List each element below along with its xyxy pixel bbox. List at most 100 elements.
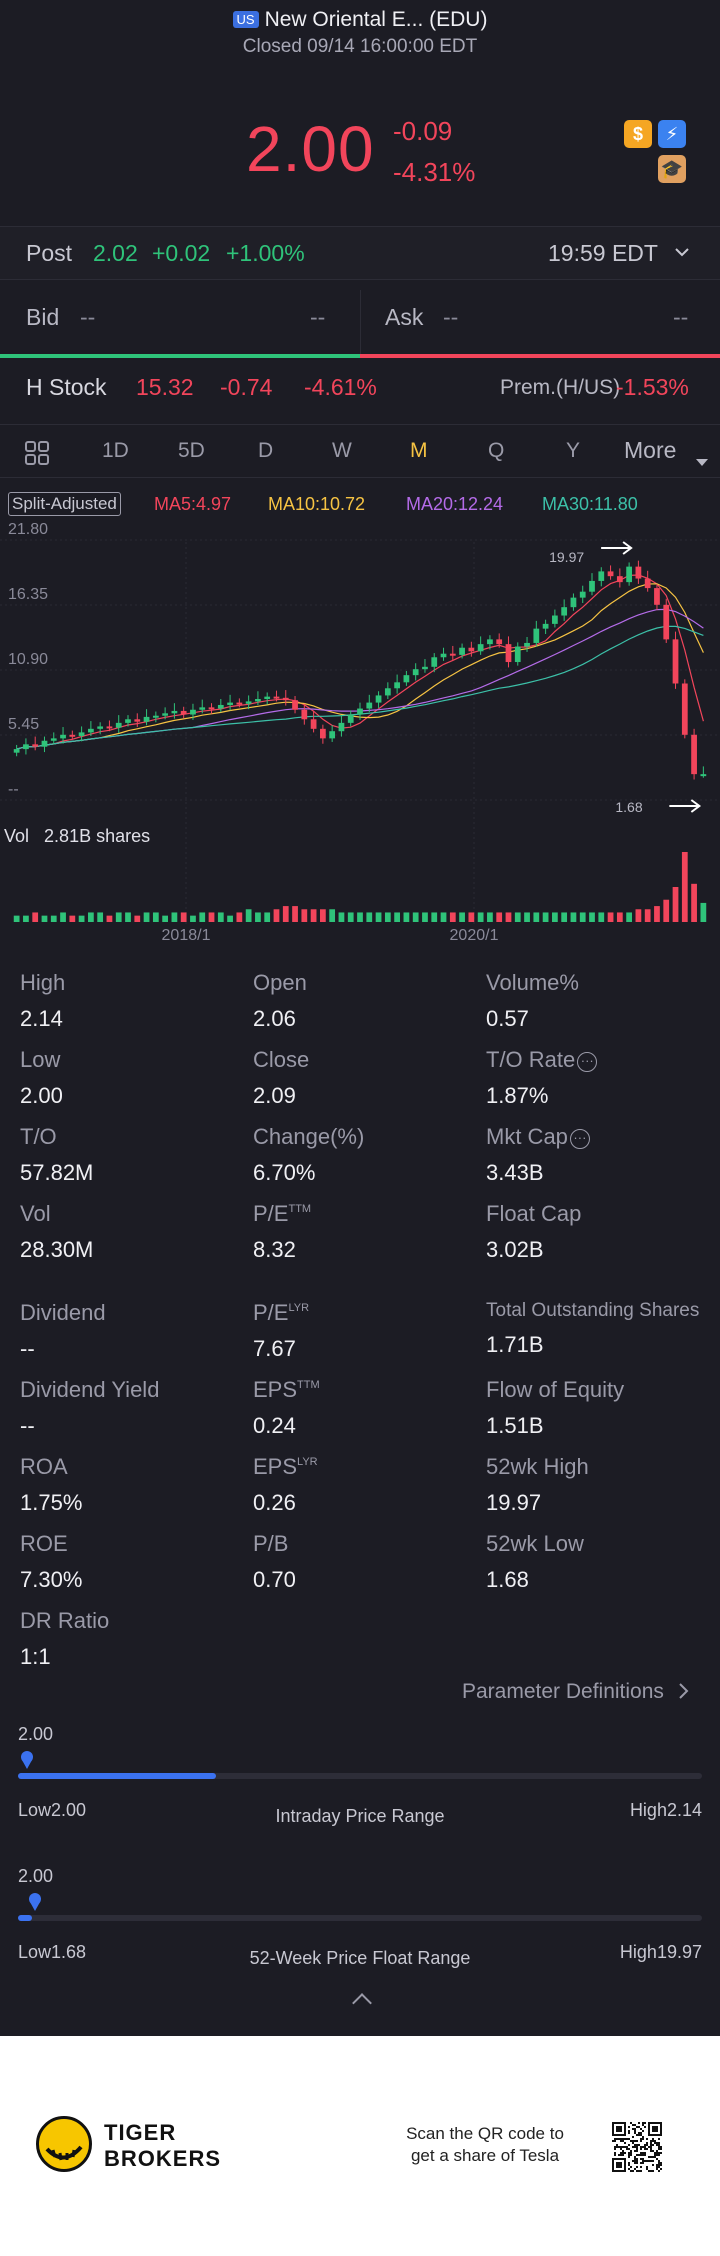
- stat-value: 7.30%: [20, 1567, 83, 1592]
- candle-body: [607, 571, 614, 577]
- volume-bar: [171, 912, 178, 922]
- candle-body: [180, 710, 187, 715]
- candle-body: [357, 708, 363, 715]
- tab-q[interactable]: Q: [488, 439, 505, 462]
- volume-bar: [227, 915, 233, 922]
- tab-more[interactable]: More: [624, 437, 677, 463]
- stat-item: Change(%) 6.70%: [253, 1124, 483, 1186]
- stat-label-text: High: [20, 970, 66, 995]
- stat-item: EPSLYR 0.26: [253, 1454, 483, 1516]
- y-tick-label: 5.45: [8, 716, 39, 733]
- split-adjusted-button[interactable]: Split-Adjusted: [8, 492, 121, 516]
- candle-body: [60, 734, 66, 739]
- stat-item: Float Cap 3.02B: [486, 1201, 716, 1263]
- grid-layout-icon[interactable]: [24, 440, 50, 472]
- chevron-down-icon[interactable]: [672, 241, 692, 268]
- tab-1d[interactable]: 1D: [102, 439, 129, 462]
- volume-bar: [143, 912, 150, 922]
- volume-bar: [514, 912, 521, 922]
- candle-body: [264, 696, 271, 700]
- stat-label: ROE: [20, 1531, 250, 1557]
- candle-body: [561, 607, 568, 616]
- stat-value: 8.32: [253, 1237, 296, 1262]
- h-stock-price: 15.32: [136, 374, 194, 400]
- candle-body: [162, 713, 168, 716]
- volume-bar: [422, 912, 428, 922]
- stat-item: P/ELYR 7.67: [253, 1300, 483, 1362]
- volume-value: 2.81B shares: [44, 826, 151, 846]
- stat-label: 52wk Low: [486, 1531, 716, 1557]
- stat-value: 0.57: [486, 1006, 529, 1031]
- volume-bar: [403, 912, 410, 922]
- lightning-icon[interactable]: ⚡: [658, 120, 686, 148]
- volume-bar: [106, 915, 113, 922]
- intraday-current-value: 2.00: [18, 1724, 54, 1744]
- post-price: 2.02: [93, 240, 138, 266]
- stat-label: Close: [253, 1047, 483, 1073]
- volume-bar: [301, 909, 308, 922]
- volume-bar: [320, 909, 326, 922]
- stat-label-text: Volume%: [486, 970, 579, 995]
- tab-m[interactable]: M: [410, 439, 428, 462]
- tab-y[interactable]: Y: [566, 439, 581, 462]
- stat-label-text: 52wk Low: [486, 1531, 584, 1556]
- info-icon[interactable]: ···: [577, 1052, 598, 1072]
- h-stock-row[interactable]: H Stock 15.32 -0.74 -4.61% Prem.(H/US) -…: [0, 370, 720, 410]
- stat-label: Dividend: [20, 1300, 250, 1326]
- candle-body: [199, 707, 206, 710]
- volume-bar: [607, 912, 614, 922]
- arrow-right-icon: [669, 799, 702, 813]
- stock-name: New Oriental E... (EDU): [264, 8, 488, 31]
- stat-label-text: P/B: [253, 1531, 289, 1556]
- volume-title: Vol: [4, 826, 30, 846]
- stat-value: 1.68: [486, 1567, 529, 1592]
- candle-body: [375, 695, 382, 703]
- volume-bar: [477, 912, 484, 922]
- ask-box: Ask -- --: [360, 290, 720, 358]
- volume-bar: [23, 915, 29, 922]
- stat-label-text: EPS: [253, 1454, 298, 1479]
- quote-header: US New Oriental E... (EDU) Closed 09/14 1…: [0, 0, 720, 220]
- volume-bar: [152, 912, 159, 922]
- tab-w[interactable]: W: [332, 439, 352, 462]
- candle-body: [106, 726, 113, 729]
- stat-value: 2.14: [20, 1006, 63, 1031]
- volume-bar: [524, 912, 530, 922]
- caret-down-icon[interactable]: [696, 449, 708, 473]
- stat-label-text: Dividend: [20, 1300, 106, 1325]
- ask-size: --: [673, 304, 689, 330]
- price-change: -0.09: [393, 116, 453, 146]
- stat-item: High 2.14: [20, 970, 250, 1032]
- week52-low: Low1.68: [18, 1942, 87, 1962]
- volume-bar: [598, 912, 605, 922]
- candle-body: [310, 719, 317, 729]
- volume-bar: [561, 912, 568, 922]
- candle-body: [505, 644, 512, 663]
- dollar-icon[interactable]: $: [624, 120, 652, 148]
- candle-body: [598, 571, 605, 581]
- volume-bar: [236, 912, 243, 922]
- volume-bar: [616, 912, 623, 922]
- candle-body: [292, 700, 298, 710]
- stat-label-text: Open: [253, 970, 307, 995]
- arrow-right-icon: [601, 541, 633, 555]
- candlestick-chart[interactable]: 21.80 16.35 10.90 5.45 -- 19.97 1.68 2018/1 2020…: [0, 520, 720, 940]
- stat-label: Flow of Equity: [486, 1377, 716, 1403]
- candle-body: [440, 653, 447, 658]
- collapse-chevron-icon[interactable]: [352, 1993, 372, 2013]
- h-stock-change: -0.74: [220, 374, 273, 400]
- post-market-row[interactable]: Post 2.02 +0.02 +1.00% 19:59 EDT: [0, 226, 720, 280]
- stat-value: 3.43B: [486, 1160, 544, 1185]
- candle-body: [681, 683, 688, 735]
- stat-item: Low 2.00: [20, 1047, 250, 1109]
- tab-5d[interactable]: 5D: [178, 439, 205, 462]
- candle-body: [190, 709, 196, 715]
- parameter-definitions-link[interactable]: Parameter Definitions: [462, 1680, 690, 1706]
- stat-value: 0.26: [253, 1490, 296, 1515]
- tab-d[interactable]: D: [258, 439, 274, 462]
- volume-bar: [310, 909, 317, 922]
- education-icon[interactable]: 🎓: [658, 155, 686, 183]
- candle-body: [570, 597, 577, 608]
- candle-body: [255, 699, 261, 702]
- info-icon[interactable]: ···: [569, 1129, 590, 1149]
